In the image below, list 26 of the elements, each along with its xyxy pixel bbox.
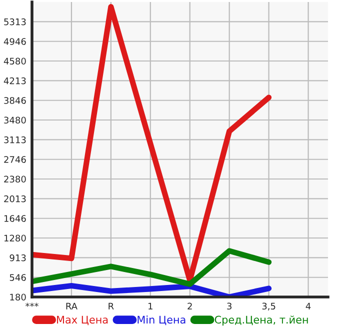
x-tick-label: *** (26, 302, 38, 307)
y-tick-label: 2746 (4, 156, 26, 163)
y-tick-label: 4946 (4, 38, 26, 45)
y-tick-label: 3480 (4, 116, 26, 124)
y-tick-label: 2380 (4, 176, 26, 183)
y-tick-label: 4580 (4, 58, 26, 65)
y-tick-label: 2013 (4, 195, 26, 202)
x-tick-label: RA (66, 302, 78, 310)
y-tick-label: 1646 (4, 215, 26, 222)
y-tick-label: 180 (10, 294, 26, 301)
x-tick-label: 3,5 (262, 302, 276, 310)
y-tick-label: 4213 (4, 77, 26, 84)
x-tick-label: 3 (227, 302, 232, 310)
y-tick-label: 1280 (4, 234, 26, 242)
x-tick-label: 4 (306, 302, 311, 310)
y-tick-label: 3846 (4, 97, 26, 104)
legend-label: Max Цена (57, 316, 108, 326)
legend-label: Min Цена (138, 316, 186, 326)
x-tick-label: 2 (188, 302, 192, 310)
x-tick-label: R (108, 302, 114, 310)
y-tick-label: 3113 (4, 136, 26, 144)
y-tick-label: 913 (10, 254, 26, 262)
y-tick-label: 5313 (4, 18, 26, 26)
x-tick-label: 1 (148, 302, 152, 310)
y-tick-label: 546 (10, 274, 26, 281)
legend-label: Сред.Цена, т.йен (214, 316, 308, 326)
